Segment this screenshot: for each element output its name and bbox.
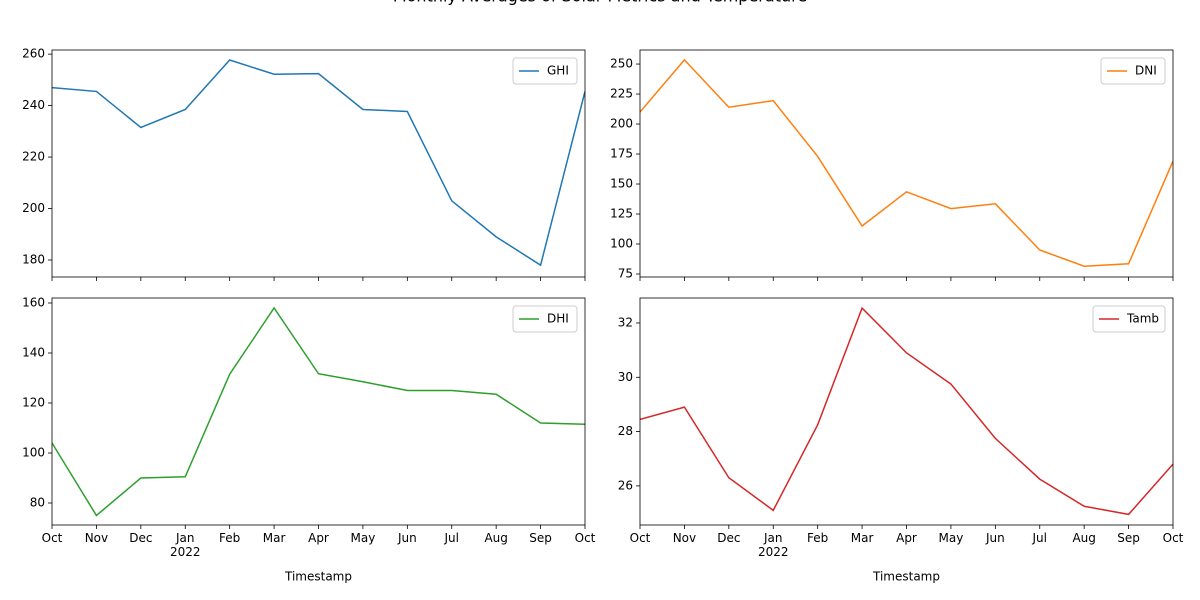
legend-label: GHI	[547, 64, 569, 78]
legend-label: Tamb	[1126, 312, 1159, 326]
series-line	[52, 59, 585, 267]
legend-box	[512, 57, 578, 85]
x-tick-label: Sep	[529, 531, 552, 545]
y-tick-label: 26	[618, 478, 633, 492]
axes-frame	[51, 49, 586, 278]
x-tick-label: Feb	[807, 531, 829, 545]
x-tick-label: Mar	[850, 531, 874, 545]
y-tick-label: 220	[22, 150, 45, 164]
y-tick-label: 28	[618, 424, 633, 438]
axes-frame	[51, 297, 586, 526]
y-tick-label: 30	[618, 370, 633, 384]
x-tick-label: Jul	[1032, 531, 1047, 545]
x-tick-label: Oct	[574, 531, 596, 545]
x-tick-label: Feb	[219, 531, 241, 545]
legend-label: DNI	[1135, 64, 1157, 78]
y-tick-label: 150	[610, 177, 633, 191]
y-tick-label: 32	[618, 315, 633, 329]
x-tick-label: Jun	[397, 531, 417, 545]
x-tick-label: Oct	[629, 531, 651, 545]
x-tick-label: Nov	[672, 531, 697, 545]
x-tick-label: Jan 2022	[169, 531, 201, 559]
legend-box	[1092, 305, 1166, 333]
y-tick-label: 175	[610, 147, 633, 161]
y-tick-label: 160	[22, 296, 45, 310]
y-tick-label: 75	[618, 267, 633, 281]
y-tick-label: 125	[610, 207, 633, 221]
legend-box	[1100, 57, 1166, 85]
x-tick-label: Dec	[129, 531, 153, 545]
legend-box	[512, 305, 578, 333]
figure-title: Monthly Averages of Solar Metrics and Te…	[393, 0, 807, 6]
x-tick-label: Jul	[444, 531, 459, 545]
x-tick-label: Dec	[717, 531, 741, 545]
y-tick-label: 260	[22, 47, 45, 61]
x-tick-label: Jan 2022	[757, 531, 789, 559]
y-tick-label: 225	[610, 87, 633, 101]
x-tick-label: Apr	[896, 531, 917, 545]
x-tick-label: Oct	[41, 531, 63, 545]
axes-frame	[639, 297, 1174, 526]
x-axis-label: Timestamp	[284, 570, 352, 584]
x-tick-label: May	[350, 531, 376, 545]
y-tick-label: 100	[610, 237, 633, 251]
y-tick-label: 140	[22, 346, 45, 360]
y-tick-label: 200	[610, 117, 633, 131]
y-tick-label: 120	[22, 396, 45, 410]
x-tick-label: Sep	[1117, 531, 1140, 545]
axes-frame	[639, 49, 1174, 278]
x-tick-label: Aug	[1072, 531, 1096, 545]
y-tick-label: 200	[22, 201, 45, 215]
series-line	[640, 306, 1173, 516]
legend-label: DHI	[547, 312, 569, 326]
x-tick-label: Aug	[484, 531, 508, 545]
series-line	[640, 58, 1173, 267]
x-tick-label: May	[938, 531, 964, 545]
series-line	[52, 306, 585, 517]
y-tick-label: 250	[610, 57, 633, 71]
y-tick-label: 100	[22, 446, 45, 460]
x-tick-label: Nov	[84, 531, 109, 545]
x-tick-label: Jun	[985, 531, 1005, 545]
y-tick-label: 240	[22, 98, 45, 112]
x-axis-label: Timestamp	[872, 570, 940, 584]
x-tick-label: Mar	[262, 531, 286, 545]
x-tick-label: Oct	[1162, 531, 1184, 545]
x-tick-label: Apr	[308, 531, 329, 545]
y-tick-label: 80	[30, 496, 45, 510]
y-tick-label: 180	[22, 253, 45, 267]
